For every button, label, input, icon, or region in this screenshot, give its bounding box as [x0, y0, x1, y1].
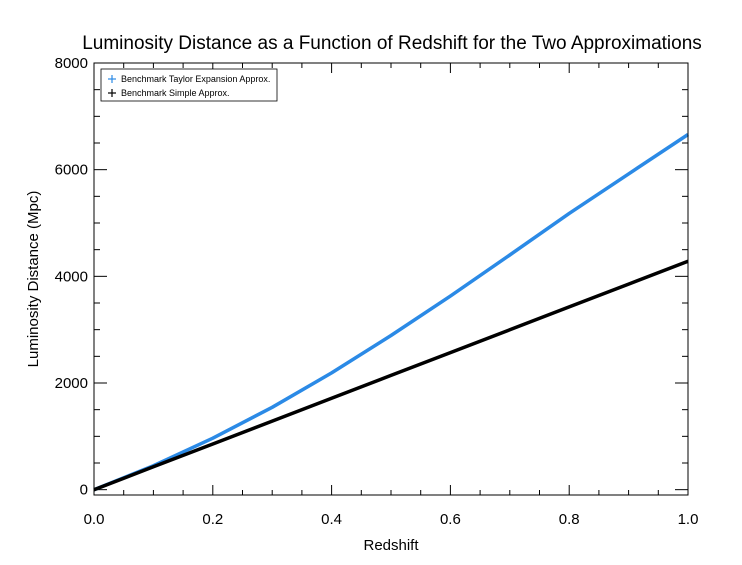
x-tick-label: 0.8 — [559, 511, 580, 528]
y-tick-label: 2000 — [55, 375, 88, 392]
legend: Benchmark Taylor Expansion Approx. Benchm… — [100, 68, 278, 102]
series-lines — [93, 133, 689, 492]
x-tick-label: 0.2 — [202, 511, 223, 528]
legend-entries: Benchmark Taylor Expansion Approx. Benchm… — [108, 74, 270, 98]
y-tick-label: 6000 — [55, 162, 88, 179]
legend-label: Benchmark Simple Approx. — [121, 88, 230, 98]
series-line-2 — [93, 259, 689, 492]
y-tick-label: 4000 — [55, 268, 88, 285]
plot-frame — [93, 62, 689, 496]
x-axis-label: Redshift — [363, 537, 419, 554]
y-tick-label: 8000 — [55, 55, 88, 72]
x-tick-label: 0.0 — [84, 511, 105, 528]
y-axis-label: Luminosity Distance (Mpc) — [25, 191, 42, 368]
legend-label: Benchmark Taylor Expansion Approx. — [121, 74, 270, 84]
legend-entry: Benchmark Taylor Expansion Approx. — [108, 74, 270, 84]
legend-entry: Benchmark Simple Approx. — [108, 88, 230, 98]
x-tick-label: 0.4 — [321, 511, 342, 528]
x-tick-label: 1.0 — [678, 511, 699, 528]
chart-title: Luminosity Distance as a Function of Red… — [82, 33, 702, 54]
series-line-1 — [93, 133, 689, 492]
y-tick-label: 0 — [80, 482, 88, 499]
legend-box — [100, 68, 278, 102]
x-tick-label: 0.6 — [440, 511, 461, 528]
